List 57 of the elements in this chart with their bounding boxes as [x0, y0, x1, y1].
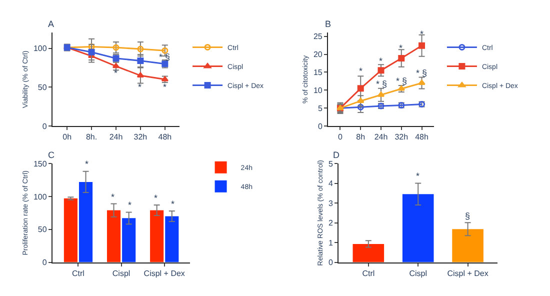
- y-tick-label: 5: [318, 104, 323, 113]
- x-tick-label: 48h: [158, 132, 172, 142]
- annotation: *: [379, 56, 383, 66]
- x-tick-label: 0: [338, 132, 344, 142]
- annotation: *: [420, 29, 424, 39]
- y-tick-label: 3: [328, 198, 334, 208]
- chart-title: A: [48, 19, 54, 29]
- annotation: *: [114, 68, 118, 78]
- y-tick-label: 100: [33, 44, 48, 54]
- x-tick-label: 8h.: [86, 132, 98, 142]
- annotation: * §: [396, 76, 408, 86]
- x-tick-label: Cispl + Dex: [447, 268, 488, 278]
- y-tick-label: 2: [328, 218, 334, 228]
- y-tick-label: 1: [328, 238, 334, 248]
- x-tick-label: 24h: [374, 132, 388, 142]
- x-tick-label: Cispl + Dex: [144, 268, 185, 278]
- annotation: *: [359, 66, 363, 76]
- x-tick-label: Cispl: [409, 268, 428, 278]
- y-tick-label: 5: [328, 159, 334, 168]
- x-tick-label: Cispl: [112, 268, 130, 278]
- y-tick-label: 100: [33, 192, 48, 202]
- annotation: *: [154, 193, 158, 203]
- x-tick-label: 24h: [109, 132, 123, 142]
- annotation: *: [416, 171, 420, 181]
- x-tick-label: 32h: [394, 132, 408, 142]
- x-tick-label: 0h: [62, 132, 72, 142]
- annotation: *: [111, 192, 115, 202]
- annotation: * §: [416, 68, 428, 78]
- y-tick-label: 20: [313, 50, 323, 60]
- x-tick-label: 48h: [415, 132, 428, 142]
- annotation: *: [128, 200, 132, 210]
- x-tick-label: Ctrl: [362, 268, 375, 278]
- annotation: *: [85, 159, 89, 169]
- y-tick-label: 50: [38, 225, 48, 234]
- y-tick-label: 4: [328, 179, 334, 188]
- annotation: *: [171, 199, 175, 209]
- y-tick-label: 50: [38, 83, 48, 92]
- annotation: * §: [376, 79, 388, 89]
- annotation: §: [465, 211, 470, 221]
- y-tick-label: 150: [33, 159, 48, 168]
- y-tick-label: 0: [318, 122, 323, 131]
- y-tick-label: 10: [313, 86, 323, 95]
- x-tick-label: 8h: [356, 132, 366, 142]
- y-tick-label: 0: [328, 258, 334, 268]
- annotation: *: [163, 82, 167, 92]
- y-tick-label: 0: [42, 258, 48, 268]
- x-tick-label: Ctrl: [72, 268, 85, 278]
- y-tick-label: 15: [313, 68, 323, 78]
- annotation: * §: [159, 52, 170, 62]
- chart-title: C: [48, 150, 55, 160]
- x-tick-label: 32h: [134, 132, 148, 142]
- y-tick-label: 0: [42, 122, 48, 131]
- annotation: *: [138, 82, 142, 92]
- chart-title: D: [333, 150, 340, 160]
- y-tick-label: 25: [313, 32, 323, 42]
- annotation: *: [399, 43, 403, 53]
- chart-title: B: [325, 19, 332, 29]
